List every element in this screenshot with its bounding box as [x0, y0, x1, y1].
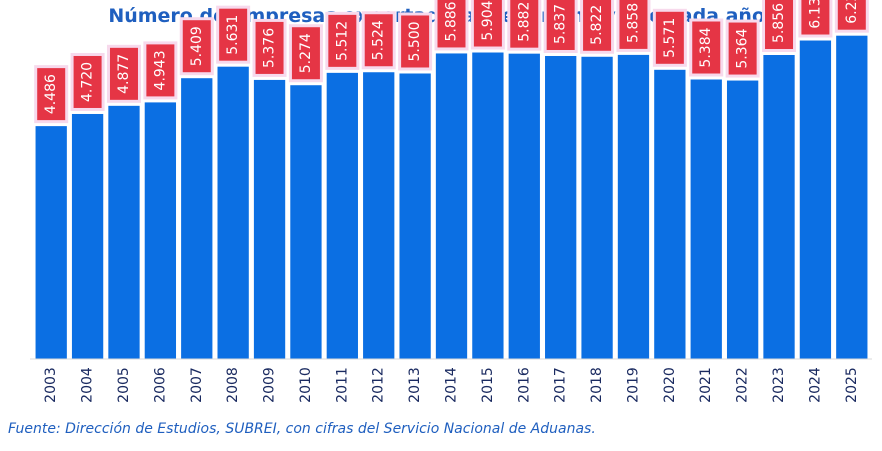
value-label-box-2025: [837, 0, 866, 30]
value-labels-group: 4.486 4.720 4.877 4.943 5.409 5.631 5.376 5.274…: [34, 0, 869, 124]
bar-2022: [726, 80, 759, 360]
x-tick-label-2010: 2010: [298, 367, 314, 403]
x-tick-label-2017: 2017: [553, 367, 569, 403]
value-label-box-2008: [219, 8, 248, 61]
x-tick-label-2016: 2016: [516, 367, 532, 403]
value-label-box-2009: [255, 21, 284, 74]
value-label-box-2007: [182, 20, 211, 73]
bar-2018: [581, 56, 613, 360]
bar-2004: [71, 113, 104, 359]
x-tick-label-2005: 2005: [116, 367, 132, 403]
x-tick-label-2025: 2025: [844, 367, 860, 403]
bar-2011: [326, 72, 358, 360]
x-tick-label-2012: 2012: [371, 367, 387, 403]
bars-group: [35, 35, 868, 360]
bar-2020: [654, 69, 686, 360]
value-label-2017: 5.837: [553, 4, 569, 44]
value-label-box-2020: [655, 11, 684, 64]
bar-2017: [545, 55, 577, 360]
x-tick-label-2024: 2024: [807, 367, 823, 403]
value-label-2006: 4.943: [152, 50, 168, 90]
x-tick-label-2008: 2008: [225, 367, 241, 403]
value-label-box-2013: [401, 15, 430, 68]
value-label-box-2015: [473, 0, 502, 47]
bar-2009: [253, 79, 286, 360]
bar-2024: [799, 40, 832, 360]
value-label-2014: 5.886: [444, 1, 460, 41]
value-label-box-2012: [364, 14, 393, 67]
bar-2014: [435, 53, 468, 359]
value-label-2013: 5.500: [407, 21, 423, 61]
value-label-2012: 5.524: [371, 20, 387, 60]
x-tick-label-2019: 2019: [625, 367, 641, 403]
value-label-2004: 4.720: [80, 62, 96, 102]
value-label-2023: 5.856: [771, 3, 787, 43]
value-label-2022: 5.364: [735, 28, 751, 68]
value-label-box-2021: [692, 21, 721, 74]
value-label-2018: 5.822: [589, 5, 605, 45]
x-tick-label-2014: 2014: [444, 367, 460, 403]
value-label-box-2022: [728, 22, 757, 75]
value-label-box-2016: [510, 0, 539, 48]
value-label-2021: 5.384: [698, 27, 714, 67]
value-label-box-2010: [291, 27, 320, 80]
value-label-box-2024: [801, 0, 830, 35]
x-tick-label-2004: 2004: [80, 367, 96, 403]
source-note: Fuente: Dirección de Estudios, SUBREI, c…: [8, 421, 596, 437]
x-tick-labels-group: 2003 2004 2005 2006 2007 2008 2009 2010 2011 2012…: [43, 367, 860, 403]
bar-2013: [399, 73, 431, 360]
value-label-box-2014: [437, 0, 466, 48]
value-label-2009: 5.376: [262, 28, 278, 68]
value-label-box-2019: [619, 0, 648, 49]
bar-2023: [763, 55, 795, 359]
value-label-2005: 4.877: [116, 54, 132, 94]
bar-2015: [472, 52, 504, 359]
value-label-2024: 6.135: [807, 0, 823, 29]
value-label-2020: 5.571: [662, 18, 678, 58]
value-label-2015: 5.904: [480, 0, 496, 40]
x-tick-label-2015: 2015: [480, 367, 496, 403]
bar-2012: [363, 72, 395, 360]
value-label-box-2004: [73, 55, 102, 108]
value-label-box-2018: [583, 0, 612, 51]
value-label-box-2017: [546, 0, 575, 50]
x-tick-label-2022: 2022: [735, 367, 751, 403]
bar-2010: [290, 85, 322, 359]
value-label-box-2023: [765, 0, 794, 49]
bar-2008: [217, 66, 249, 360]
value-label-2025: 6.228: [844, 0, 860, 24]
x-tick-label-2007: 2007: [189, 367, 205, 403]
value-label-2011: 5.512: [334, 21, 350, 61]
x-tick-label-2009: 2009: [262, 367, 278, 403]
value-label-2016: 5.882: [516, 2, 532, 42]
x-tick-label-2023: 2023: [771, 367, 787, 403]
bar-2019: [617, 54, 650, 360]
value-label-2010: 5.274: [298, 33, 314, 73]
x-tick-label-2013: 2013: [407, 367, 423, 403]
value-label-2008: 5.631: [225, 15, 241, 55]
x-tick-label-2011: 2011: [334, 367, 350, 403]
x-tick-label-2003: 2003: [43, 367, 59, 403]
x-tick-label-2020: 2020: [662, 367, 678, 403]
value-label-box-2005: [109, 47, 138, 100]
bar-2021: [690, 79, 722, 359]
x-tick-label-2018: 2018: [589, 367, 605, 403]
bar-2005: [108, 105, 140, 359]
bar-2003: [35, 126, 67, 360]
value-label-2003: 4.486: [43, 74, 59, 114]
x-tick-label-2006: 2006: [152, 367, 168, 403]
x-tick-label-2021: 2021: [698, 367, 714, 403]
value-label-box-2011: [328, 14, 357, 67]
value-label-2019: 5.858: [625, 3, 641, 43]
bar-2007: [181, 78, 213, 360]
bar-2025: [836, 35, 868, 359]
value-label-box-2006: [146, 44, 175, 97]
bar-2006: [144, 102, 177, 360]
value-label-2007: 5.409: [189, 26, 205, 66]
bar-2016: [508, 53, 540, 359]
value-label-box-2003: [37, 68, 66, 121]
